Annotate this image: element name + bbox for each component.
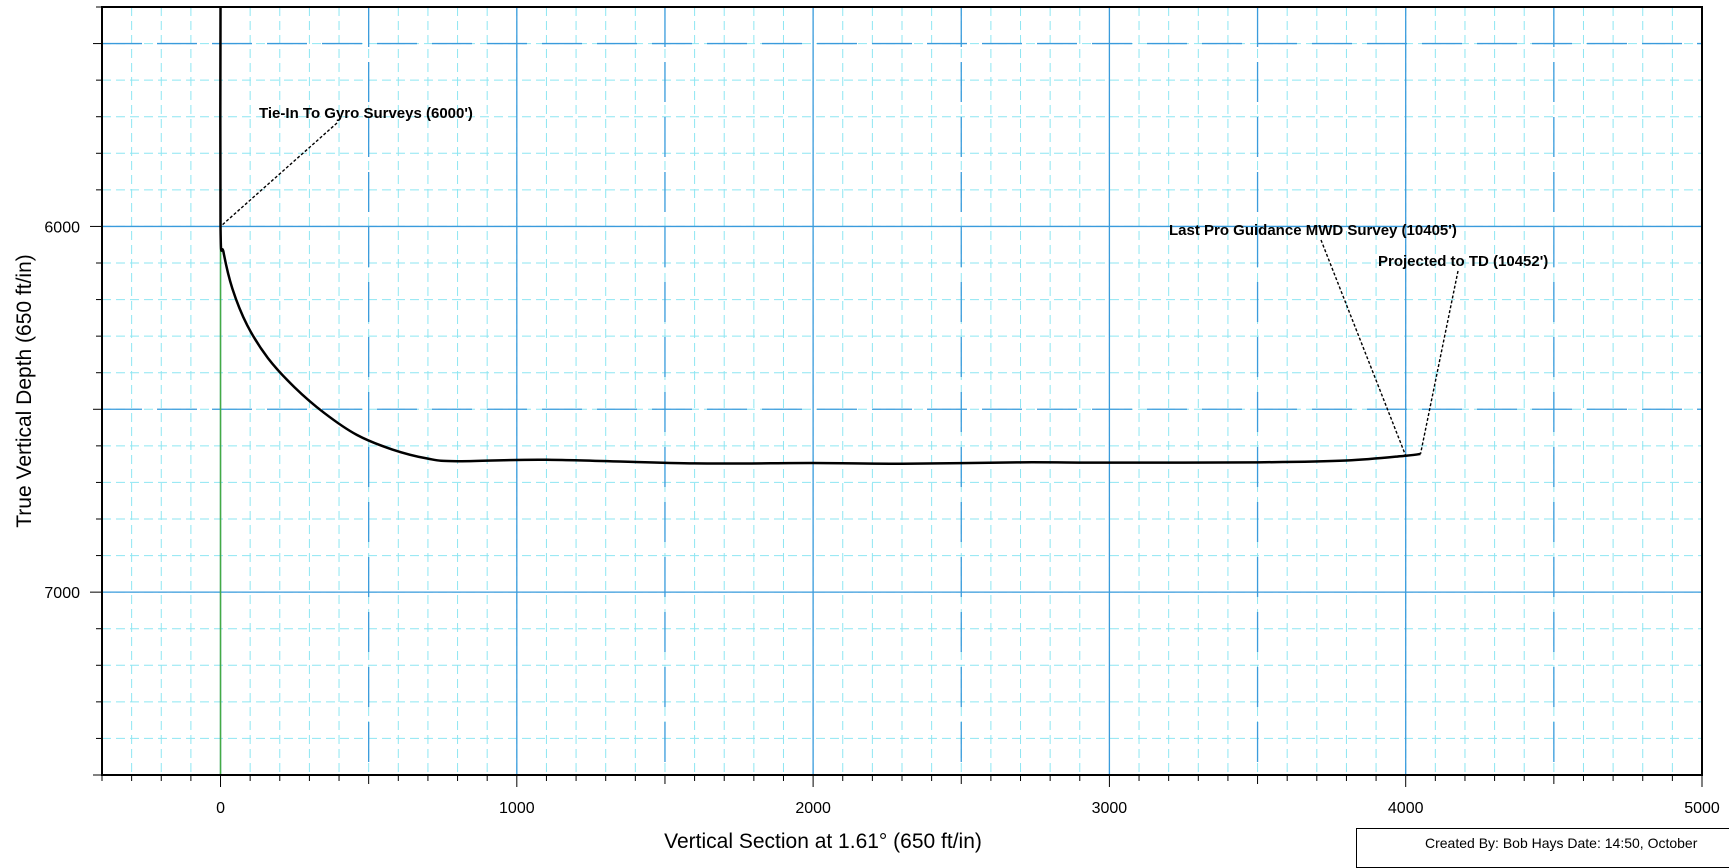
minor-grid — [101, 6, 1703, 776]
annotations-group: Tie-In To Gyro Surveys (6000') Last Pro G… — [220, 105, 1548, 456]
axis-ticks — [90, 6, 1703, 787]
annotation-label: Projected to TD (10452') — [1378, 253, 1548, 270]
y-axis-title: True Vertical Depth (650 ft/in) — [13, 254, 36, 528]
wellbore-trajectory-line — [219, 6, 1421, 466]
x-tick-label: 0 — [216, 800, 225, 817]
annotation-leader-line — [1320, 239, 1407, 456]
y-tick-label: 7000 — [44, 585, 80, 602]
y-tick-labels: 6000 7000 — [44, 219, 80, 602]
series-group — [219, 6, 1421, 466]
annotation-label: Tie-In To Gyro Surveys (6000') — [259, 105, 473, 122]
x-tick-label: 1000 — [499, 800, 535, 817]
x-axis-title: Vertical Section at 1.61° (650 ft/in) — [664, 830, 982, 853]
annotation-leader-line — [1419, 270, 1459, 455]
annotation-leader-line — [220, 122, 338, 227]
y-tick-label: 6000 — [44, 219, 80, 236]
created-by-box: Created By: Bob Hays Date: 14:50, Octobe… — [1356, 828, 1729, 868]
created-by-text: Created By: Bob Hays Date: 14:50, Octobe… — [1425, 835, 1698, 851]
annotation-label: Last Pro Guidance MWD Survey (10405') — [1169, 222, 1457, 239]
x-tick-labels: 0 1000 2000 3000 4000 5000 — [216, 800, 1720, 817]
x-tick-label: 2000 — [795, 800, 831, 817]
x-tick-label: 4000 — [1388, 800, 1424, 817]
x-tick-label: 5000 — [1684, 800, 1720, 817]
x-tick-label: 3000 — [1092, 800, 1128, 817]
